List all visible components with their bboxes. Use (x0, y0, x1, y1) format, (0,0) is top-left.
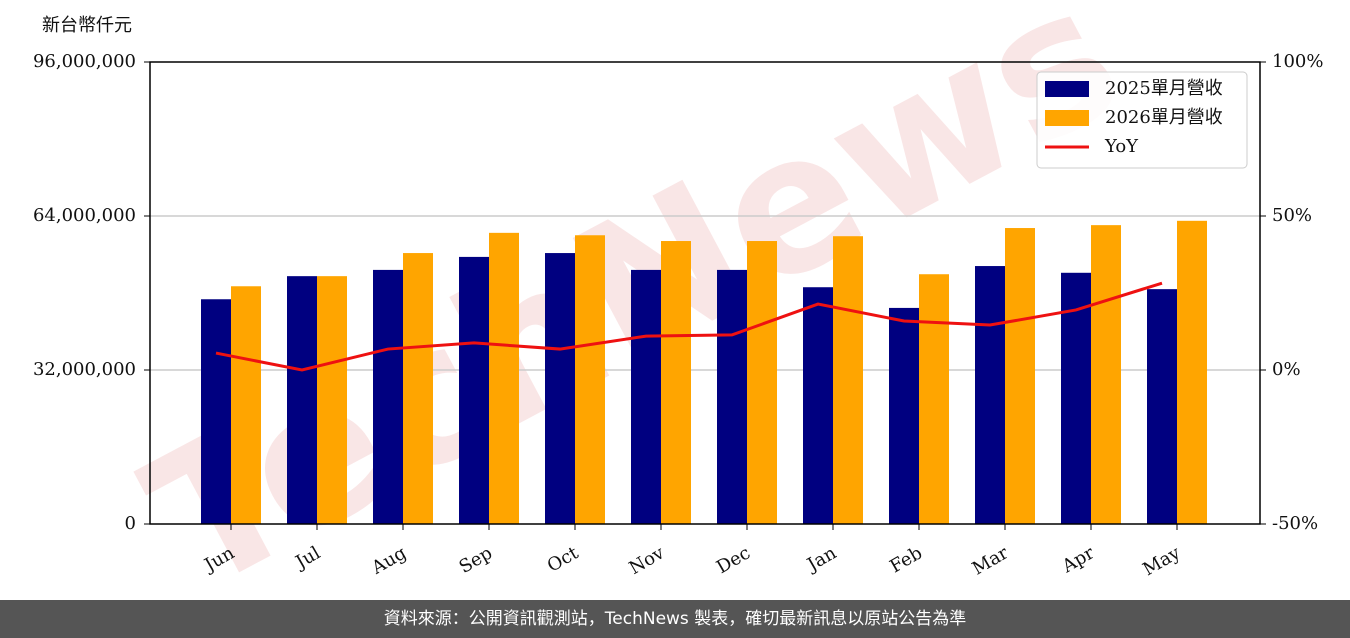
bar (459, 256, 489, 524)
y-tick-label: 0 (125, 513, 136, 534)
bar (975, 266, 1005, 524)
bar (919, 274, 949, 524)
x-tick-label: Apr (1058, 542, 1098, 577)
legend-swatch (1045, 81, 1089, 97)
bar (661, 241, 691, 524)
y-tick-label: 96,000,000 (33, 51, 136, 72)
bar (545, 253, 575, 524)
bar (287, 276, 317, 524)
y-tick-label: 64,000,000 (33, 205, 136, 226)
y2-tick-label: -50% (1272, 513, 1318, 534)
x-tick-label: Feb (886, 542, 926, 577)
bar (489, 232, 519, 524)
bar (803, 287, 833, 524)
bar (1177, 220, 1207, 524)
bar (833, 236, 863, 524)
legend-label: 2026單月營收 (1105, 107, 1223, 128)
x-tick-label: Nov (626, 542, 669, 579)
bar (1061, 272, 1091, 524)
y2-tick-label: 50% (1272, 205, 1312, 226)
bar (201, 299, 231, 524)
bar (317, 276, 347, 524)
bar (1147, 289, 1177, 524)
y2-tick-label: 100% (1272, 51, 1323, 72)
x-tick-label: Sep (456, 542, 496, 577)
y2-tick-label: 0% (1272, 359, 1301, 380)
x-tick-label: May (1139, 542, 1184, 580)
x-tick-label: Oct (544, 542, 583, 577)
bar (231, 286, 261, 524)
bar (1091, 225, 1121, 525)
x-tick-label: Mar (969, 542, 1013, 579)
bar (403, 253, 433, 524)
y-axis-label: 新台幣仟元 (42, 15, 132, 36)
plot-frame (149, 61, 1261, 525)
legend-swatch (1045, 110, 1089, 126)
legend-box (1036, 71, 1248, 169)
bar (575, 235, 605, 524)
x-tick-label: Dec (713, 542, 754, 578)
legend-label: YoY (1104, 136, 1139, 157)
bar (1005, 228, 1035, 524)
legend-label: 2025單月營收 (1105, 78, 1223, 99)
x-tick-label: Jan (802, 542, 840, 576)
line (215, 281, 1163, 372)
bar (717, 269, 747, 524)
bar (373, 269, 403, 524)
footer: 資料來源：公開資訊觀測站，TechNews 製表，確切最新訊息以原站公告為準 (0, 600, 1350, 638)
bar (631, 269, 661, 524)
bar (889, 307, 919, 524)
y-tick-label: 32,000,000 (33, 359, 136, 380)
bar (747, 241, 777, 524)
chart: 新台幣仟元 TechNews032,000,00064,000,00096,00… (33, 0, 1324, 600)
